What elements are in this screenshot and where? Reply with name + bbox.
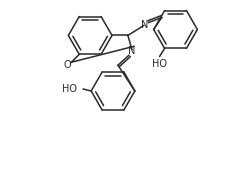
Text: O: O [64,60,71,70]
Text: HO: HO [62,84,77,94]
Text: N: N [128,46,136,56]
Text: HO: HO [152,59,167,69]
Text: N: N [141,20,148,29]
